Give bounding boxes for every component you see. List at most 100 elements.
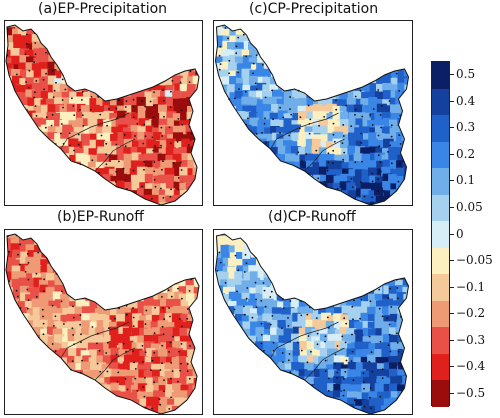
significance-dot: [79, 314, 82, 316]
significance-dot: [151, 407, 153, 410]
significance-dot: [398, 90, 401, 92]
significance-dot: [238, 88, 240, 90]
significance-dot: [296, 341, 299, 344]
significance-dot: [162, 160, 164, 163]
colorbar-label: 0.5: [456, 67, 476, 82]
significance-dot: [24, 53, 27, 56]
significance-dot: [243, 313, 246, 316]
significance-dot: [389, 287, 391, 290]
significance-dot: [114, 317, 116, 320]
significance-dot: [42, 290, 45, 293]
significance-dot: [297, 89, 300, 92]
significance-dot: [188, 125, 191, 128]
significance-dot: [262, 63, 264, 66]
significance-dot: [177, 118, 180, 120]
significance-dot: [115, 170, 118, 173]
significance-dot: [260, 300, 263, 302]
significance-dot: [255, 54, 258, 57]
significance-dot: [224, 282, 227, 284]
significance-dot: [134, 368, 137, 370]
significance-dot: [24, 270, 27, 273]
significance-dot: [172, 162, 175, 164]
significance-dot: [125, 350, 127, 353]
significance-dot: [80, 341, 82, 343]
significance-dot: [233, 308, 236, 311]
significance-dot: [163, 115, 165, 118]
significance-dot: [189, 70, 192, 73]
significance-dot: [272, 341, 275, 344]
significance-dot: [351, 186, 354, 189]
significance-dot: [169, 142, 172, 145]
colorbar-segment: [432, 300, 449, 328]
significance-dot: [53, 325, 55, 327]
colorbar-label: 0.05: [456, 199, 483, 214]
significance-dot: [307, 104, 310, 107]
sub-basin-boundary: [270, 112, 339, 150]
significance-dot: [234, 97, 236, 100]
significance-dot: [255, 298, 257, 301]
significance-dot: [336, 345, 339, 347]
significance-dot: [371, 370, 374, 373]
significance-dot: [68, 132, 71, 134]
colorbar-label: 0: [456, 226, 464, 241]
significance-dot: [271, 315, 274, 317]
significance-dot: [262, 282, 265, 284]
significance-dot: [54, 315, 57, 318]
significance-dot: [352, 379, 355, 382]
significance-dot: [79, 163, 82, 166]
basin-outline: [5, 233, 200, 414]
significance-dot: [72, 316, 75, 319]
significance-dot: [108, 108, 110, 110]
significance-dot: [142, 360, 144, 363]
significance-dot: [90, 108, 92, 111]
significance-dot: [51, 69, 54, 72]
significance-dot: [399, 162, 401, 165]
significance-dot: [396, 341, 399, 344]
significance-dot: [342, 135, 345, 137]
significance-dot: [244, 253, 247, 256]
significance-dot: [380, 105, 383, 107]
significance-dot: [105, 153, 108, 156]
significance-dot: [99, 370, 102, 373]
significance-dot: [143, 160, 146, 163]
significance-dot: [316, 343, 319, 346]
significance-dot: [341, 142, 344, 144]
significance-dot: [342, 394, 345, 397]
significance-dot: [377, 190, 379, 193]
significance-dot: [162, 89, 164, 91]
significance-dot: [154, 145, 157, 147]
significance-dot: [116, 117, 118, 120]
significance-dot: [188, 290, 191, 292]
significance-dot: [8, 250, 10, 253]
significance-dot: [117, 371, 120, 374]
significance-dot: [290, 113, 293, 116]
significance-dot: [269, 323, 272, 326]
significance-dot: [153, 381, 156, 384]
colorbar-segment: [432, 380, 449, 408]
colorbar-label: −0.2: [456, 306, 486, 321]
significance-dot: [306, 361, 309, 364]
significance-dot: [180, 343, 183, 345]
significance-dot: [118, 160, 120, 163]
map-panel-ep-runoff: [4, 229, 203, 415]
panel-title-b: (b)EP-Runoff: [57, 209, 144, 225]
significance-dot: [379, 395, 382, 398]
significance-dot: [218, 251, 221, 254]
significance-dot: [145, 309, 148, 312]
map-ep-runoff: [5, 233, 200, 414]
significance-dot: [42, 315, 44, 318]
significance-dot: [105, 352, 108, 354]
sub-basin-boundary: [304, 138, 345, 172]
significance-dot: [153, 161, 156, 164]
significance-dot: [301, 160, 303, 163]
significance-dot: [170, 188, 173, 191]
significance-dot: [246, 287, 249, 289]
significance-dot: [115, 143, 118, 146]
significance-dot: [326, 169, 329, 172]
significance-dot: [289, 96, 291, 98]
significance-dot: [255, 306, 258, 309]
significance-dot: [334, 362, 336, 365]
significance-dot: [234, 254, 237, 257]
significance-dot: [281, 352, 284, 354]
significance-dot: [61, 78, 64, 81]
